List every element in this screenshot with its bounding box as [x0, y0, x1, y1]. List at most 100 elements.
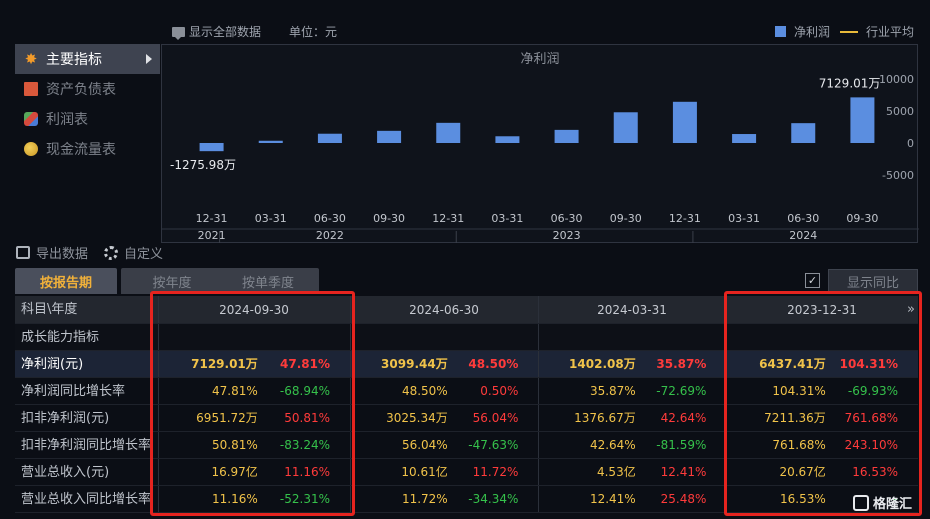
table-row: 营业总收入(元) 16.97亿 11.16% 10.61亿 11.72% 4.53亿 12.… — [15, 459, 918, 486]
cell-yoy-change: 56.04% — [472, 411, 519, 425]
cell-yoy-change: 761.68% — [844, 411, 898, 425]
x-tick-label: 03-31 — [728, 212, 760, 225]
period-header[interactable]: 2024-03-31 — [597, 303, 667, 317]
year-label: 2024 — [789, 229, 817, 242]
sidebar-item-cash-flow[interactable]: 现金流量表 — [15, 134, 160, 164]
net-profit-bar[interactable] — [436, 122, 461, 143]
sidebar-item-label: 现金流量表 — [46, 142, 116, 158]
cell-yoy-change: 42.64% — [660, 411, 707, 425]
corner-header: 科目\年度 — [21, 302, 78, 317]
cell-yoy-change: -47.63% — [468, 438, 519, 452]
y-tick-label: -5000 — [882, 169, 914, 182]
cell-value: 16.97亿 — [211, 465, 258, 479]
export-data-link[interactable]: 导出数据 — [36, 247, 89, 262]
section-row: 成长能力指标 — [15, 324, 918, 351]
legend-bar-label[interactable]: 净利润 — [793, 25, 830, 39]
tab-by-quarter[interactable]: 按单季度 — [217, 268, 319, 294]
coins-icon — [24, 142, 38, 156]
cell-value: 7211.36万 — [764, 411, 826, 425]
sidebar-item-label: 利润表 — [46, 112, 88, 128]
cube-icon — [24, 112, 38, 126]
cell-yoy-change: 47.81% — [280, 357, 330, 371]
cell-value: 1402.08万 — [569, 357, 636, 371]
cell-yoy-change: -83.24% — [279, 438, 330, 452]
sidebar-item-income-statement[interactable]: 利润表 — [15, 104, 160, 134]
x-tick-label: 06-30 — [314, 212, 346, 225]
net-profit-bar[interactable] — [199, 143, 224, 152]
x-tick-label: 12-31 — [669, 212, 701, 225]
tab-by-report-period[interactable]: 按报告期 — [15, 268, 117, 294]
row-label: 营业总收入同比增长率 — [21, 492, 152, 507]
table-row: 扣非净利润(元) 6951.72万 50.81% 3025.34万 56.04% 1376… — [15, 405, 918, 432]
period-tabs: 按报告期 按年度 按单季度 ✓ 显示同比 — [15, 268, 918, 294]
table-row: 净利润同比增长率 47.81% -68.94% 48.50% 0.50% 35.87% -7… — [15, 378, 918, 405]
tab-by-year[interactable]: 按年度 — [121, 268, 223, 294]
watermark-text: 格隆汇 — [873, 497, 913, 512]
sidebar-item-balance-sheet[interactable]: 资产负债表 — [15, 74, 160, 104]
chevron-right-icon — [146, 54, 152, 64]
cell-yoy-change: -68.94% — [279, 384, 330, 398]
chart-canvas: 净利润 10000 5000 0 -5000 12-31 03-31 06-30 09-30 1… — [162, 52, 919, 243]
compare-checkbox[interactable]: ✓ — [805, 273, 820, 288]
net-profit-bar[interactable] — [317, 133, 342, 143]
export-row: 导出数据 自定义 — [16, 243, 163, 262]
period-header[interactable]: 2024-06-30 — [409, 303, 479, 317]
net-profit-bar[interactable] — [791, 123, 816, 143]
cell-value: 6951.72万 — [196, 411, 258, 425]
cell-value: 11.16% — [212, 492, 258, 506]
cell-yoy-change: - — [893, 492, 898, 506]
cell-yoy-change: 0.50% — [480, 384, 519, 398]
legend-line-swatch — [839, 30, 858, 33]
unit-label: 单位：元 — [289, 25, 338, 39]
row-label: 净利润同比增长率 — [21, 384, 126, 399]
cell-value: 35.87% — [589, 384, 636, 398]
net-profit-bar[interactable] — [495, 136, 520, 143]
x-tick-label: 12-31 — [196, 212, 228, 225]
cell-value: 42.64% — [589, 438, 636, 452]
period-header[interactable]: 2023-12-31 — [787, 303, 857, 317]
net-profit-bar[interactable] — [554, 129, 579, 143]
cell-value: 6437.41万 — [759, 357, 826, 371]
more-periods-icon[interactable]: » — [907, 302, 915, 317]
cell-value: 16.53% — [780, 492, 826, 506]
indicator-table: 科目\年度 2024-09-30 2024-06-30 2024-03-31 2… — [15, 296, 918, 513]
cell-yoy-change: 11.16% — [284, 465, 330, 479]
cell-yoy-change: -81.59% — [656, 438, 707, 452]
net-profit-bar[interactable] — [258, 140, 283, 143]
cell-yoy-change: 11.72% — [472, 465, 519, 479]
section-label: 成长能力指标 — [21, 330, 100, 345]
export-icon[interactable] — [16, 246, 30, 259]
x-tick-label: 03-31 — [491, 212, 523, 225]
period-header[interactable]: 2024-09-30 — [219, 303, 289, 317]
net-profit-bar[interactable] — [850, 97, 875, 143]
sidebar-item-main-indicators[interactable]: ✸ 主要指标 — [15, 44, 160, 74]
net-profit-bar[interactable] — [732, 134, 757, 143]
show-all-data-toggle[interactable]: 显示全部数据 — [172, 23, 261, 40]
year-label: 2022 — [316, 229, 344, 242]
sidebar-item-label: 主要指标 — [46, 52, 102, 68]
table-row: 净利润(元) 7129.01万 47.81% 3099.44万 48.50% 1402.0… — [15, 351, 918, 378]
y-tick-label: 0 — [907, 137, 914, 150]
row-label: 扣非净利润同比增长率 — [21, 438, 152, 453]
cell-yoy-change: 50.81% — [284, 411, 330, 425]
net-profit-bar[interactable] — [672, 101, 697, 143]
net-profit-bar[interactable] — [377, 130, 402, 143]
x-tick-label: 12-31 — [432, 212, 464, 225]
gear-icon[interactable] — [104, 245, 119, 260]
comment-icon — [172, 26, 185, 40]
cell-yoy-change: 243.10% — [844, 438, 898, 452]
cell-value: 56.04% — [401, 438, 448, 452]
customize-link[interactable]: 自定义 — [124, 247, 164, 262]
cell-value: 4.53亿 — [596, 465, 636, 479]
x-tick-label: 09-30 — [846, 212, 878, 225]
compare-yoy-button[interactable]: 显示同比 — [828, 269, 918, 293]
x-tick-label: 09-30 — [610, 212, 642, 225]
legend-line-label[interactable]: 行业平均 — [865, 25, 914, 39]
chart-title: 净利润 — [520, 52, 559, 67]
table-row: 扣非净利润同比增长率 50.81% -83.24% 56.04% -47.63% 42.6… — [15, 432, 918, 459]
cell-value: 761.68% — [772, 438, 826, 452]
cell-value: 12.41% — [589, 492, 636, 506]
cell-yoy-change: -72.69% — [656, 384, 707, 398]
row-label: 营业总收入(元) — [21, 465, 110, 480]
net-profit-bar[interactable] — [613, 112, 638, 143]
